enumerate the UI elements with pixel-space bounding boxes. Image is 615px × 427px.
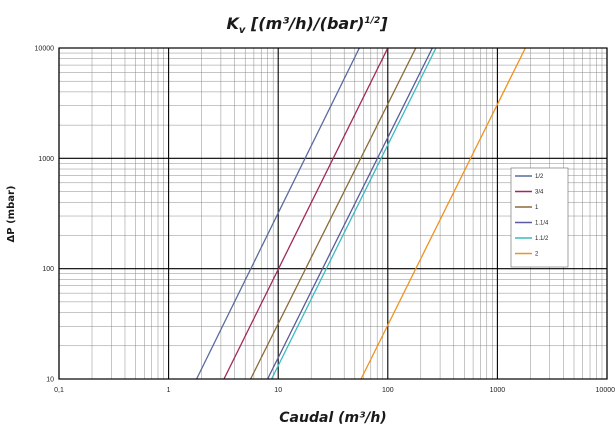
series-line-1 — [195, 48, 360, 379]
series-line-3 — [250, 48, 417, 379]
series-line-5 — [270, 48, 437, 379]
chart-title-rest: [(m³/h)/(bar) — [245, 14, 364, 33]
y-tick-label: 10000 — [35, 46, 55, 53]
y-axis-title: ΔP (mbar) — [6, 186, 17, 243]
series-line-6 — [360, 48, 526, 379]
chart-title: Kv [(m³/h)/(bar)1/2] — [226, 14, 388, 36]
legend-label: 3/4 — [535, 190, 544, 196]
y-tick-label: 1000 — [38, 156, 54, 163]
series-line-2 — [223, 48, 389, 379]
chart-title-superscript: 1/2 — [364, 16, 380, 26]
x-tick-label: 0,1 — [54, 387, 64, 394]
x-tick-label: 100 — [382, 387, 394, 394]
legend-label: 1/2 — [535, 174, 544, 180]
legend-box — [510, 167, 569, 268]
series-lines — [195, 48, 526, 379]
x-tick-label: 10000 — [596, 387, 615, 394]
legend-label: 1.1/4 — [535, 221, 549, 227]
y-tick-labels: 10 100 1000 10000 — [35, 46, 55, 384]
plot-frame — [58, 47, 608, 380]
x-tick-labels: 0,1 1 10 100 1000 10000 — [54, 387, 615, 394]
chart-title-subscript: v — [239, 25, 246, 36]
legend-label: 1.1/2 — [535, 236, 549, 242]
x-tick-label: 10 — [274, 387, 282, 394]
legend-label: 2 — [535, 252, 539, 258]
y-tick-label: 10 — [46, 377, 54, 384]
legend: 1/2 3/4 1 1.1/4 1.1/2 2 — [510, 167, 569, 268]
grid-minor — [59, 48, 607, 379]
x-tick-label: 1000 — [490, 387, 506, 394]
y-tick-label: 100 — [42, 266, 54, 273]
chart-title-end: ] — [379, 14, 388, 33]
x-axis-title: Caudal (m³/h) — [279, 410, 386, 426]
legend-label: 1 — [535, 205, 539, 211]
x-tick-label: 1 — [167, 387, 171, 394]
chart-title-main: K — [226, 14, 240, 33]
series-line-4 — [266, 48, 433, 379]
